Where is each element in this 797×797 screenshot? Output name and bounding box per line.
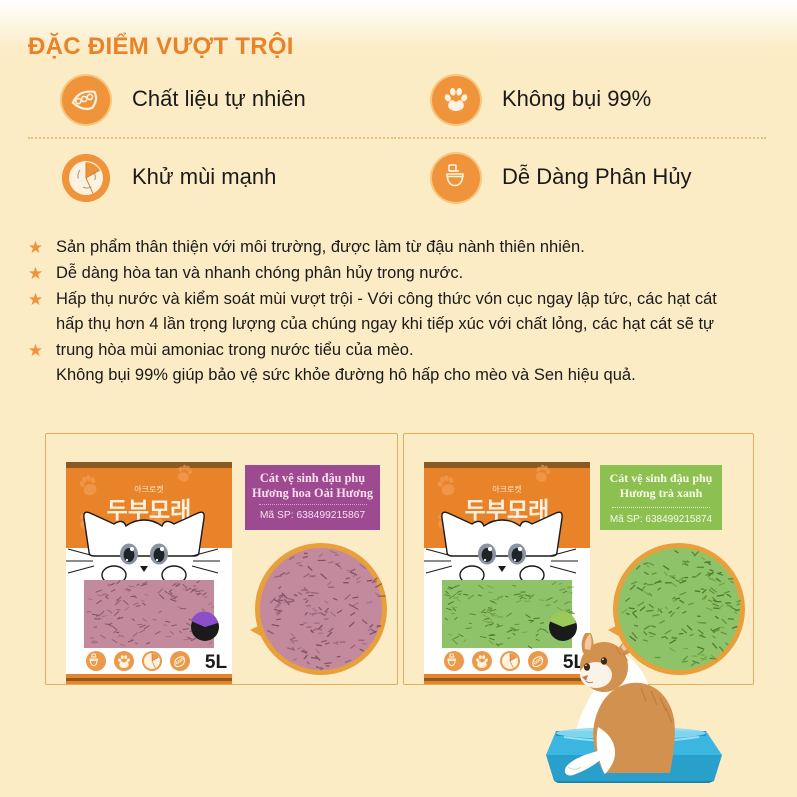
svg-text:두부모래: 두부모래 (465, 497, 550, 523)
svg-text:아크로켓: 아크로켓 (134, 484, 163, 494)
svg-text:두부모래: 두부모래 (107, 497, 192, 523)
svg-text:아크로켓: 아크로켓 (492, 484, 521, 494)
svg-text:5L: 5L (205, 652, 228, 673)
